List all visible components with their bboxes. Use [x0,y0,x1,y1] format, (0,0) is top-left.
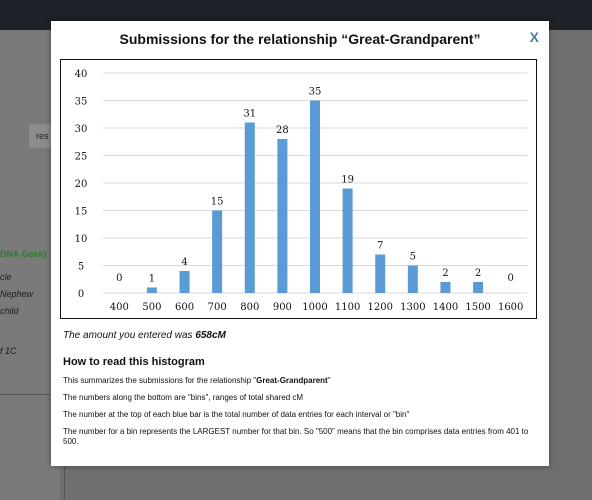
bar-data-label: 19 [341,175,354,186]
amount-entered-text: The amount you entered was 658cM [63,330,226,341]
x-tick-label: 1600 [498,302,523,313]
background-child-text: child [0,306,19,316]
info-line-summary: This summarizes the submissions for the … [63,376,543,386]
histogram-bar [310,100,320,293]
x-tick-label: 1200 [368,302,393,313]
bar-data-label: 15 [211,197,224,208]
histogram-bar [440,282,451,293]
background-uncle-text: cle [0,272,12,282]
x-tick-label: 1500 [465,302,490,313]
bar-data-label: 2 [475,268,481,279]
histogram-svg: 0510152025303540040015004600157003180028… [75,69,527,313]
background-res-button: res [29,124,51,148]
x-tick-label: 700 [208,302,227,313]
histogram-bar [407,265,418,293]
background-left-panel [0,30,60,500]
x-tick-label: 1400 [433,302,458,313]
info-line-1-prefix: This summarizes the submissions for the … [63,376,257,385]
amount-prefix: The amount you entered was [63,330,196,341]
bar-data-label: 5 [410,252,416,263]
info-line-largest-number: The number for a bin represents the LARG… [63,427,529,446]
x-tick-label: 600 [175,302,194,313]
background-vertical-divider [64,466,65,500]
bar-data-label: 4 [181,257,187,268]
y-tick-label: 15 [75,207,88,218]
bar-data-label: 31 [243,109,256,120]
x-tick-label: 800 [240,302,259,313]
bar-data-label: 35 [309,87,322,98]
y-tick-label: 0 [78,289,84,300]
info-line-bins: The numbers along the bottom are "bins",… [63,393,304,402]
x-tick-label: 1000 [302,302,327,313]
histogram-bar [146,287,157,293]
bar-data-label: 0 [508,273,514,284]
x-tick-label: 1300 [400,302,425,313]
info-line-1-relationship: Great-Grandparent [256,376,328,385]
close-button[interactable]: X [529,29,539,45]
background-divider [0,394,50,395]
histogram-modal: Submissions for the relationship “Great-… [51,21,549,466]
x-tick-label: 400 [110,302,129,313]
y-tick-label: 35 [75,97,88,108]
background-first-cousin-text: f 1C [0,346,17,356]
histogram-bar [244,122,255,293]
histogram-bar [212,210,223,293]
bar-data-label: 1 [149,274,155,285]
how-to-read-heading: How to read this histogram [63,356,205,368]
y-tick-label: 25 [75,152,88,163]
info-line-1-suffix: " [327,376,331,385]
amount-value: 658cM [195,330,226,341]
histogram-bar [375,254,386,293]
y-tick-label: 10 [75,234,88,245]
bar-data-label: 2 [442,268,448,279]
x-tick-label: 500 [142,302,161,313]
background-nephew-text: Nephew [0,289,34,299]
background-dna-geek-text: DNA Geek) [0,249,47,259]
y-tick-label: 40 [75,69,88,80]
histogram-chart: 0 5 10 15 20 25 30 35 40 0 400 1 500 4 600 15 700 31 800 28… [60,59,537,319]
y-tick-label: 30 [75,124,88,135]
modal-title: Submissions for the relationship “Great-… [119,31,481,47]
x-tick-label: 900 [273,302,292,313]
y-tick-label: 5 [78,262,84,273]
bar-data-label: 28 [276,125,289,136]
histogram-bar [277,139,288,293]
bar-data-label: 0 [116,273,122,284]
x-tick-label: 1100 [335,302,360,313]
y-tick-label: 20 [75,179,88,190]
info-line-bar-count: The number at the top of each blue bar i… [63,410,410,419]
bar-data-label: 7 [377,241,383,252]
histogram-bar [179,271,190,293]
histogram-bar [342,188,353,293]
histogram-bar [473,282,484,293]
